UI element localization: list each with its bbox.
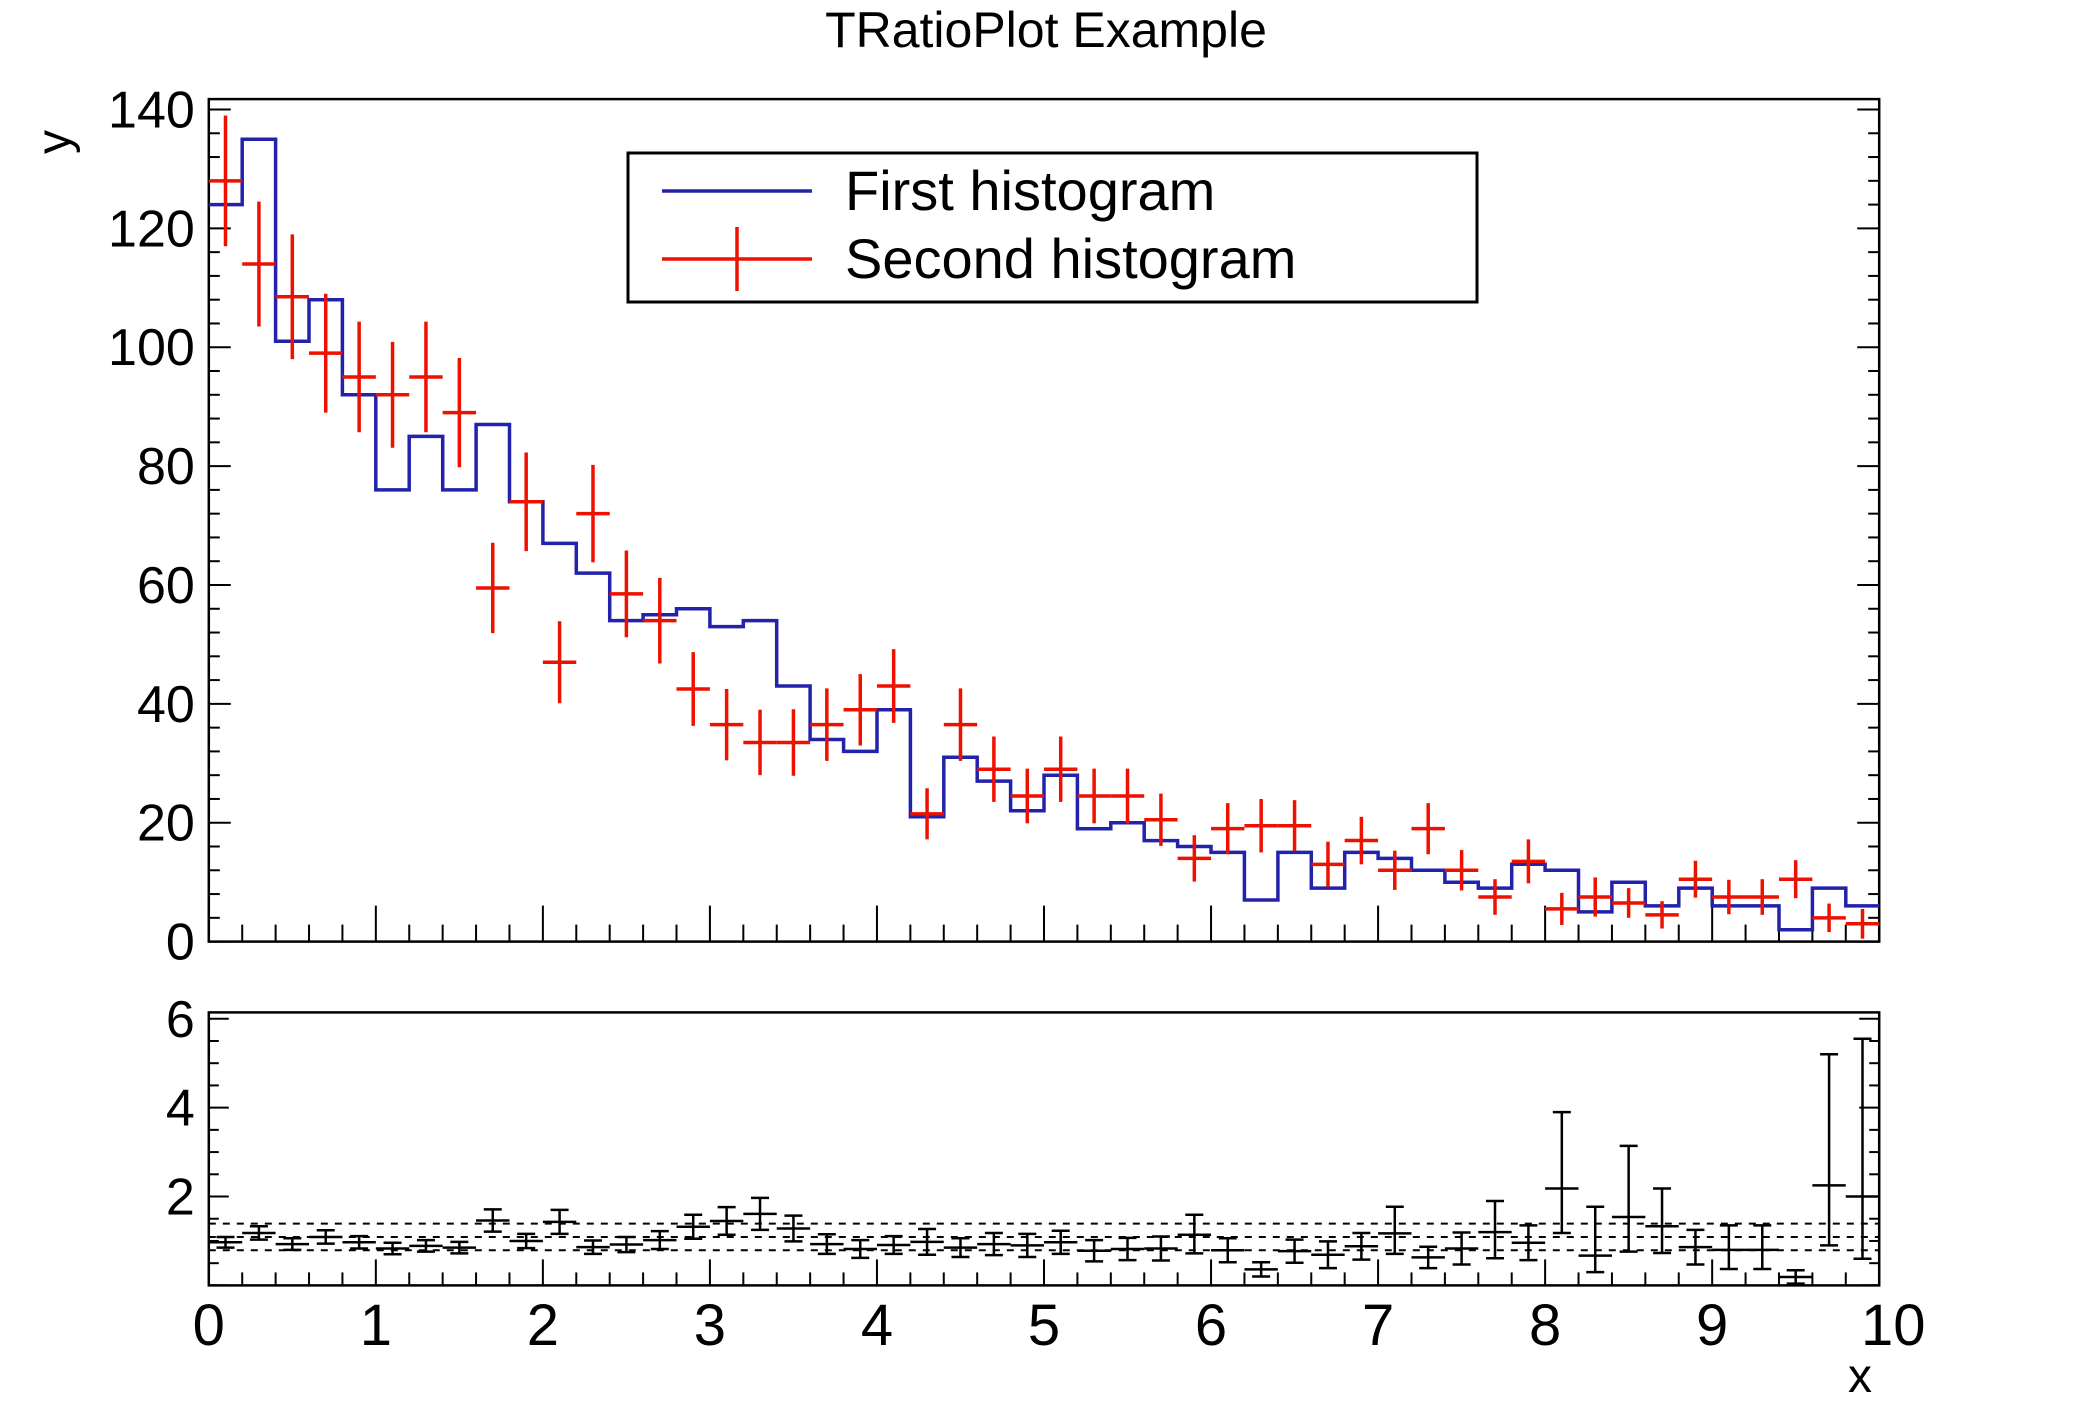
svg-text:4: 4 [166, 1080, 195, 1138]
svg-text:100: 100 [108, 319, 195, 377]
svg-text:120: 120 [108, 200, 195, 258]
legend-box [626, 151, 1479, 304]
first-histogram-series [208, 137, 1880, 932]
svg-text:7: 7 [1362, 1293, 1394, 1358]
svg-text:5: 5 [1028, 1293, 1060, 1358]
svg-text:8: 8 [1529, 1293, 1561, 1358]
plot-title: TRatioPlot Example [825, 2, 1267, 58]
legend-samples [662, 189, 812, 291]
svg-text:9: 9 [1696, 1293, 1728, 1358]
svg-text:0: 0 [193, 1293, 225, 1358]
svg-text:4: 4 [861, 1293, 893, 1358]
ratio-series [208, 1037, 1880, 1285]
svg-text:6: 6 [166, 991, 195, 1049]
x-axis-title: x [1848, 1350, 1872, 1403]
legend-label-second: Second histogram [845, 227, 1296, 290]
legend-label-first: First histogram [845, 159, 1215, 222]
svg-text:6: 6 [1195, 1293, 1227, 1358]
ratio-gridlines [208, 1222, 1880, 1252]
svg-text:2: 2 [527, 1293, 559, 1358]
svg-text:20: 20 [137, 795, 195, 853]
legend: First histogram Second histogram [626, 151, 1479, 304]
svg-text:1: 1 [360, 1293, 392, 1358]
y-axis-title: y [28, 130, 81, 154]
svg-text:10: 10 [1861, 1293, 1926, 1358]
svg-text:0: 0 [166, 914, 195, 972]
svg-text:140: 140 [108, 82, 195, 140]
svg-text:40: 40 [137, 676, 195, 734]
second-histogram-series [208, 115, 1880, 939]
svg-text:80: 80 [137, 438, 195, 496]
svg-text:60: 60 [137, 557, 195, 615]
svg-text:3: 3 [694, 1293, 726, 1358]
svg-text:2: 2 [166, 1169, 195, 1227]
